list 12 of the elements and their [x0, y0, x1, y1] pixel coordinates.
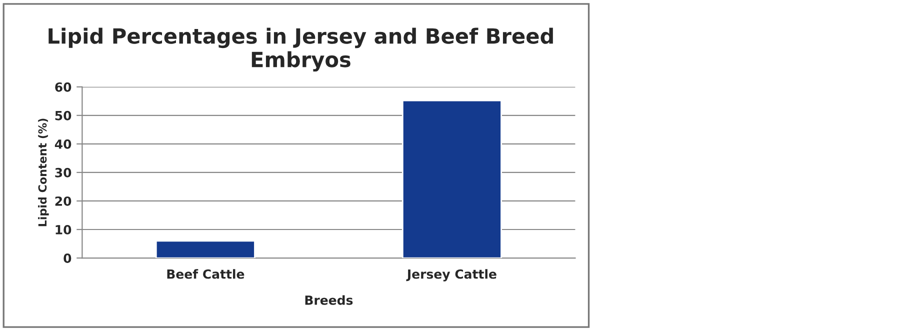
- y-tick-label: 30: [55, 168, 72, 178]
- y-axis-title: Lipid Content (%): [38, 118, 49, 226]
- y-tick-label: 10: [56, 224, 72, 234]
- y-tick-label: 60: [55, 82, 72, 92]
- x-tick-label: Beef Cattle: [167, 269, 244, 279]
- y-tick-label: 50: [55, 110, 72, 120]
- y-tick-label: 20: [55, 196, 72, 206]
- y-tick-label: 40: [54, 139, 72, 149]
- y-tick-label: 0: [64, 253, 72, 263]
- chart-title: Lipid Percentages in Jersey and Beef Breed Embryos: [48, 28, 553, 72]
- x-tick-label: Jersey Cattle: [406, 269, 496, 282]
- x-axis-title: Breeds: [305, 295, 353, 305]
